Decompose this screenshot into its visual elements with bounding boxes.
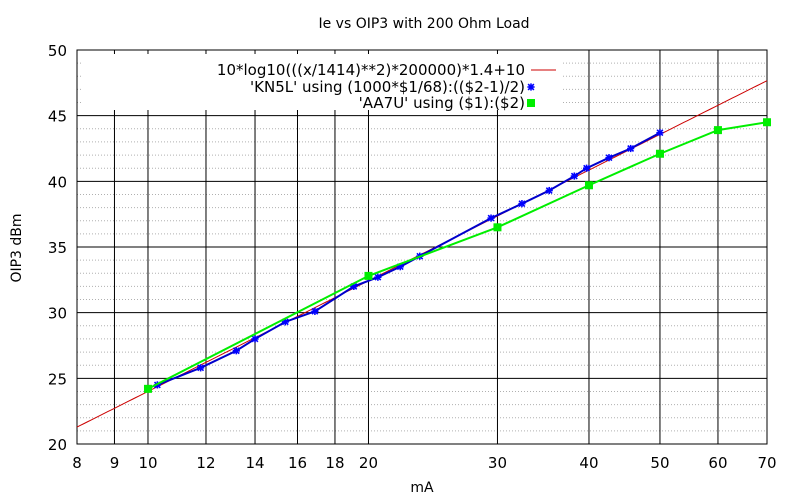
legend-background <box>81 54 563 110</box>
y-axis-label: OIP3 dBm <box>9 213 25 282</box>
kn5l-point-stroke <box>251 335 259 343</box>
kn5l-point-stroke <box>627 145 635 152</box>
x-tick-label: 70 <box>757 454 776 472</box>
kn5l-point <box>605 154 613 162</box>
legend-sample-kn5l <box>527 83 535 91</box>
x-tick-label: 16 <box>288 454 307 472</box>
kn5l-point-stroke <box>350 282 358 290</box>
kn5l-point-stroke <box>374 273 382 281</box>
x-tick-label: 8 <box>72 454 82 472</box>
plot-border <box>76 49 768 445</box>
aa7u-point <box>713 126 722 135</box>
kn5l-point-stroke <box>570 172 578 180</box>
x-tick-label: 10 <box>138 454 157 472</box>
kn5l-point <box>251 335 259 343</box>
legend-label: 10*log10(((x/1414)**2)*200000)*1.4+10 <box>217 61 525 79</box>
x-tick-label: 60 <box>708 454 727 472</box>
kn5l-point-stroke <box>232 347 240 355</box>
aa7u-point <box>584 181 593 190</box>
kn5l-point <box>570 172 578 180</box>
kn5l-point-stroke <box>527 83 535 91</box>
legend: 10*log10(((x/1414)**2)*200000)*1.4+10'KN… <box>81 54 563 112</box>
series-layer <box>76 80 771 428</box>
aa7u-point <box>364 271 373 280</box>
kn5l-point-stroke <box>583 164 591 172</box>
x-axis-label: mA <box>410 480 434 496</box>
aa7u-point <box>143 384 152 393</box>
kn5l-point <box>545 186 553 195</box>
kn5l-point <box>518 200 526 208</box>
aa7u-point <box>493 223 502 232</box>
kn5l-point <box>311 307 319 315</box>
y-tick-label: 25 <box>48 370 67 388</box>
kn5l-point-stroke <box>396 263 404 271</box>
axes: 20 25 30 35 40 45 50 8 9 10 12 14 16 18 20 30 40 50 60 70 <box>48 42 777 472</box>
x-tick-label: 14 <box>245 454 264 472</box>
kn5l-point-stroke <box>545 187 553 194</box>
kn5l-point <box>487 214 495 222</box>
legend-label: 'AA7U' using ($1):($2) <box>359 94 525 112</box>
x-tick-label: 20 <box>359 454 378 472</box>
y-tick-label: 45 <box>48 108 67 126</box>
kn5l-point <box>627 144 635 153</box>
kn5l-point-stroke <box>518 200 526 208</box>
y-tick-label: 30 <box>48 305 67 323</box>
aa7u-point <box>763 118 771 127</box>
x-tick-label: 9 <box>110 454 120 472</box>
kn5l-point-stroke <box>487 214 495 222</box>
chart-title: Ie vs OIP3 with 200 Ohm Load <box>318 16 529 32</box>
legend-sample-aa7u <box>527 99 535 107</box>
x-tick-label: 18 <box>325 454 344 472</box>
kn5l-point <box>232 347 240 355</box>
x-tick-label: 30 <box>488 454 507 472</box>
kn5l-point-stroke <box>656 129 664 137</box>
kn5l-point-stroke <box>311 307 319 315</box>
x-tick-label: 40 <box>579 454 598 472</box>
kn5l-point-stroke <box>281 318 289 326</box>
y-tick-label: 40 <box>48 173 67 191</box>
kn5l-point <box>582 164 591 172</box>
x-tick-label: 12 <box>196 454 215 472</box>
aa7u-point <box>655 149 664 158</box>
kn5l-point-stroke <box>605 154 613 162</box>
kn5l-point-stroke <box>197 364 205 372</box>
legend-label: 'KN5L' using (1000*$1/68):(($2-1)/2) <box>250 78 525 96</box>
y-tick-label: 20 <box>48 436 67 454</box>
x-tick-label: 50 <box>650 454 669 472</box>
y-tick-label: 35 <box>48 239 67 257</box>
kn5l-line <box>157 131 661 386</box>
kn5l-point <box>374 273 382 281</box>
y-tick-label: 50 <box>48 42 67 60</box>
kn5l-point <box>656 129 664 137</box>
kn5l-point <box>197 364 205 372</box>
